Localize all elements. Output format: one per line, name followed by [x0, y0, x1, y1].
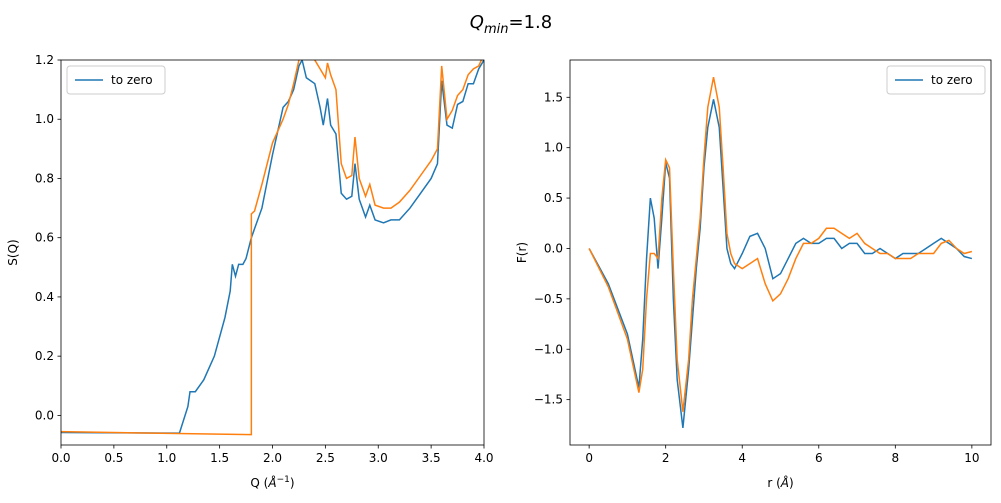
title-sub: min: [484, 22, 509, 37]
x-tick-label: 8: [891, 451, 899, 465]
y-tick-label: −1.5: [534, 393, 563, 407]
y-tick-label: 1.0: [544, 141, 563, 155]
x-tick-label: 4: [738, 451, 746, 465]
legend-label: to zero: [111, 73, 153, 87]
x-tick-label: 4.0: [474, 451, 493, 465]
x-tick-label: 0.0: [51, 451, 70, 465]
axes-frame: [60, 59, 485, 446]
x-tick-label: 0.5: [104, 451, 123, 465]
x-label-post: ): [290, 476, 295, 490]
line: [61, 60, 483, 436]
x-label-pre: r (: [767, 476, 780, 490]
x-tick-label: 0: [585, 451, 593, 465]
y-axis-label: F(r): [515, 242, 529, 263]
x-label-unit: Å: [780, 475, 789, 490]
legend-label: to zero: [931, 73, 973, 87]
x-tick-label: 1.5: [210, 451, 229, 465]
y-tick-label: 0.0: [35, 408, 54, 422]
x-axis-label: r (Å): [767, 475, 793, 490]
x-tick-label: 2.0: [263, 451, 282, 465]
title-base: Q: [470, 12, 484, 33]
x-tick-label: 2.5: [316, 451, 335, 465]
axes: 0.0 0.5 1.0 1.5 2.0 2.5 3.0 3.5 4.0 0.0 0.2 0.4 0.6 0…: [6, 53, 494, 490]
y-tick-label: 0.5: [544, 191, 563, 205]
y-tick-label: 0.2: [35, 349, 54, 363]
y-tick-label: −1.0: [534, 342, 563, 356]
y-tick-label: 0.6: [35, 231, 54, 245]
x-tick-label: 1.0: [157, 451, 176, 465]
x-label-sup: −1: [277, 475, 290, 485]
axes: 0 2 4 6 8 10 −1.5 −1.0 −0.5 0.0 0.5 1.0 1.5 r (Å) F(r)…: [515, 59, 992, 490]
y-axis-label: S(Q): [6, 239, 20, 265]
y-tick-label: 1.5: [544, 90, 563, 104]
legend-box: [886, 65, 986, 95]
y-tick-label: 1.2: [35, 53, 54, 67]
line: [588, 76, 973, 412]
title-rest: =1.8: [508, 12, 552, 33]
x-axis-label: Q (Å−1): [250, 475, 294, 490]
line: [588, 99, 973, 428]
y-tick-label: −0.5: [534, 292, 563, 306]
x-tick-label: 3.0: [369, 451, 388, 465]
x-tick-label: 6: [815, 451, 823, 465]
line: [61, 60, 484, 434]
x-tick-label: 3.5: [422, 451, 441, 465]
x-tick-label: 10: [964, 451, 979, 465]
y-tick-label: 0.0: [544, 241, 563, 255]
x-label-pre: Q (: [250, 476, 268, 490]
x-tick-label: 2: [662, 451, 670, 465]
x-label-post: ): [789, 476, 794, 490]
figure-title: Qmin=1.8: [470, 12, 552, 37]
x-label-unit: Å: [267, 475, 276, 490]
y-tick-label: 1.0: [35, 112, 54, 126]
axes-frame: [569, 59, 992, 446]
y-tick-label: 0.8: [35, 171, 54, 185]
legend-box: [66, 65, 166, 95]
y-tick-label: 0.4: [35, 290, 54, 304]
